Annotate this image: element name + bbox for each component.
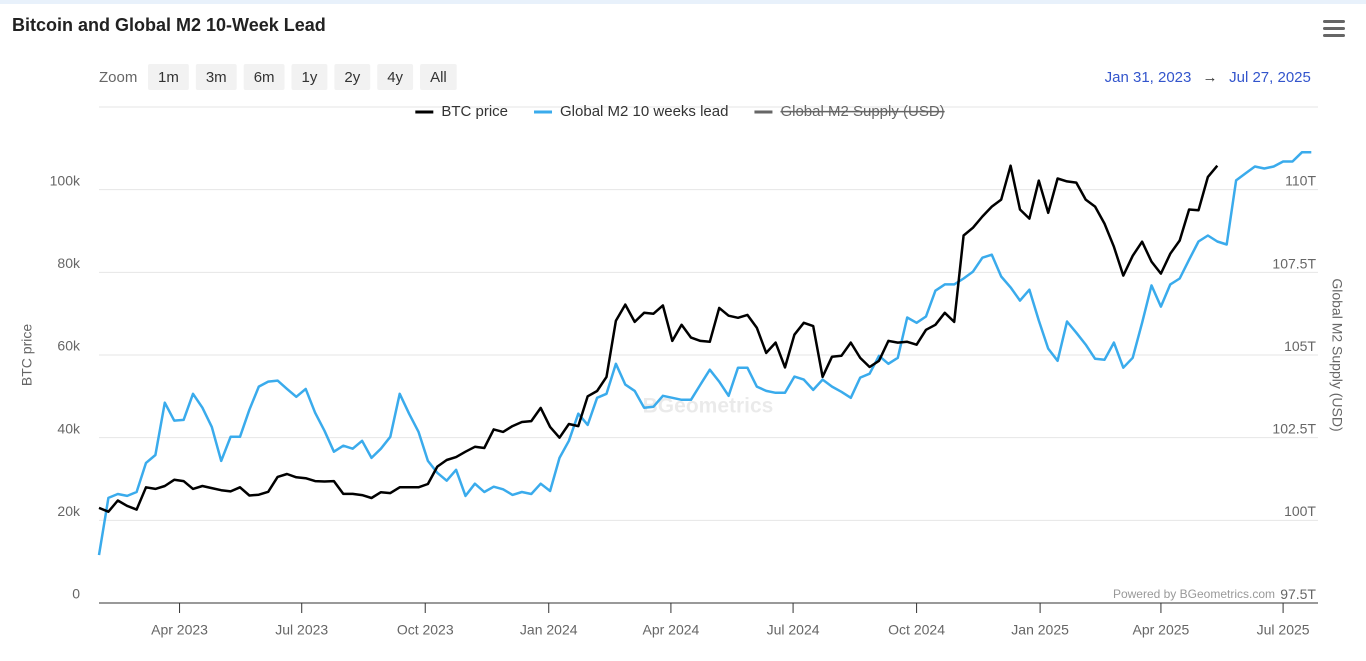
zoom-button-bg[interactable] bbox=[195, 64, 237, 90]
y2-tick-label: 97.5T bbox=[1280, 586, 1316, 602]
x-tick-label: Jul 2024 bbox=[767, 622, 820, 638]
series-line bbox=[97, 151, 1312, 556]
zoom-button-label[interactable]: 6m bbox=[254, 69, 275, 86]
legend-label[interactable]: Global M2 10 weeks lead bbox=[560, 103, 728, 120]
zoom-button-label[interactable]: 1y bbox=[302, 69, 318, 86]
zoom-button[interactable]: 4y bbox=[377, 64, 414, 90]
y2-tick-label: 105T bbox=[1284, 338, 1316, 354]
x-tick-label: Jul 2023 bbox=[275, 622, 328, 638]
y2-axis-title: Global M2 Supply (USD) bbox=[1329, 278, 1345, 431]
x-tick-label: Apr 2025 bbox=[1133, 622, 1190, 638]
watermark: BGeometrics bbox=[643, 395, 774, 418]
zoom-button-label[interactable]: 4y bbox=[387, 69, 403, 86]
x-tick-label: Oct 2023 bbox=[397, 622, 454, 638]
zoom-button[interactable]: 1m bbox=[148, 64, 189, 90]
zoom-button[interactable]: 2y bbox=[334, 64, 371, 90]
zoom-button[interactable]: 3m bbox=[195, 64, 237, 90]
y-axis-title: BTC price bbox=[19, 324, 35, 386]
y2-tick-label: 110T bbox=[1285, 173, 1316, 189]
legend-label[interactable]: BTC price bbox=[441, 103, 508, 120]
x-tick-label: Apr 2023 bbox=[151, 622, 208, 638]
legend-item[interactable]: Global M2 10 weeks lead bbox=[534, 103, 728, 120]
zoom-button-bg[interactable] bbox=[377, 64, 414, 90]
y2-tick-label: 102.5T bbox=[1272, 421, 1316, 437]
x-tick-label: Oct 2024 bbox=[888, 622, 945, 638]
legend-label[interactable]: Global M2 Supply (USD) bbox=[780, 103, 944, 120]
zoom-button-bg[interactable] bbox=[291, 64, 328, 90]
zoom-button-label[interactable]: 2y bbox=[344, 69, 360, 86]
legend-item[interactable]: Global M2 Supply (USD) bbox=[754, 103, 945, 120]
zoom-button-bg[interactable] bbox=[148, 64, 189, 90]
y-tick-label: 20k bbox=[57, 503, 81, 519]
x-tick-label: Jan 2025 bbox=[1011, 622, 1069, 638]
zoom-button-label[interactable]: 1m bbox=[158, 69, 179, 86]
range-to[interactable]: Jul 27, 2025 bbox=[1229, 69, 1311, 86]
y-tick-label: 0 bbox=[72, 586, 80, 602]
menu-bar[interactable] bbox=[1323, 20, 1345, 23]
y-tick-label: 60k bbox=[57, 338, 81, 354]
y-tick-label: 80k bbox=[57, 255, 81, 271]
menu-bar[interactable] bbox=[1323, 27, 1345, 30]
chart-title: Bitcoin and Global M2 10-Week Lead bbox=[12, 15, 326, 35]
x-tick-label: Jan 2024 bbox=[520, 622, 578, 638]
zoom-label: Zoom bbox=[99, 69, 137, 86]
credits[interactable]: Powered by BGeometrics.com bbox=[1113, 587, 1275, 601]
y-tick-label: 100k bbox=[50, 172, 81, 188]
zoom-button-bg[interactable] bbox=[334, 64, 371, 90]
menu-bar[interactable] bbox=[1323, 34, 1345, 37]
zoom-button[interactable]: All bbox=[420, 64, 457, 90]
zoom-button-label[interactable]: 3m bbox=[206, 69, 227, 86]
range-from[interactable]: Jan 31, 2023 bbox=[1105, 69, 1192, 86]
y-tick-label: 40k bbox=[57, 420, 81, 436]
y2-tick-label: 100T bbox=[1284, 503, 1316, 519]
series-line bbox=[98, 164, 1219, 513]
menu-button[interactable] bbox=[1323, 20, 1345, 37]
zoom-button[interactable]: 1y bbox=[291, 64, 328, 90]
top-strip bbox=[0, 0, 1366, 4]
zoom-button[interactable]: 6m bbox=[243, 64, 285, 90]
zoom-button-bg[interactable] bbox=[243, 64, 285, 90]
x-tick-label: Jul 2025 bbox=[1257, 622, 1310, 638]
x-tick-label: Apr 2024 bbox=[642, 622, 699, 638]
zoom-button-label[interactable]: All bbox=[430, 69, 447, 86]
y2-tick-label: 107.5T bbox=[1272, 255, 1316, 271]
legend-item[interactable]: BTC price bbox=[415, 103, 508, 120]
zoom-button-bg[interactable] bbox=[420, 64, 457, 90]
range-arrow: → bbox=[1203, 69, 1218, 86]
